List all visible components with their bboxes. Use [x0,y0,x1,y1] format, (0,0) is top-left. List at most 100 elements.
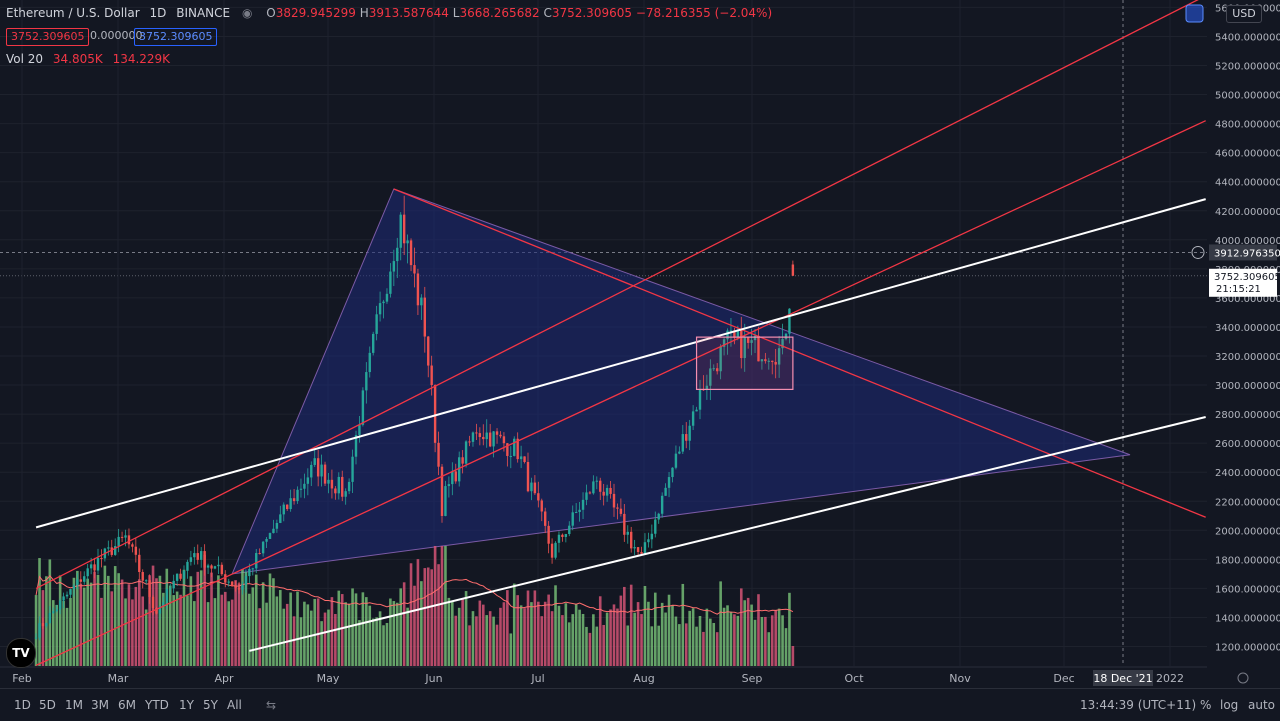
range-3m[interactable]: 3M [91,698,109,712]
auto-toggle[interactable]: auto [1248,698,1276,712]
candle-body [165,588,168,603]
candle-body [217,564,220,567]
volume-bar [743,600,747,666]
volume-bar [303,601,306,666]
volume-bar [392,601,396,666]
volume-bar [58,575,62,666]
volume-legend: Vol 20 34.805K 134.229K [6,52,170,66]
candle-body [729,330,733,332]
volume-bar [695,626,698,666]
low-key: L [452,6,460,20]
candle-body [76,579,79,586]
range-6m[interactable]: 6M [118,698,136,712]
candle-body [255,553,258,569]
log-toggle[interactable]: log [1220,698,1239,712]
candle-body [299,488,303,490]
volume-bar [358,620,361,666]
candle-body [523,456,526,463]
volume-bar [726,605,729,666]
volume-bar [365,597,368,666]
candle-body [781,339,784,349]
candle-body [574,512,578,514]
candle-body [196,553,199,560]
volume-bar [351,588,354,666]
candle-body [647,539,650,543]
candle-body [100,557,103,559]
candle-body [602,491,605,496]
candle-body [509,455,512,457]
currency-selector[interactable]: USD [1226,5,1262,23]
price-tick-label: 5000.000000 [1215,91,1280,102]
volume-bar [65,607,69,666]
volume-bar [495,624,499,666]
candle-body [633,547,636,549]
consolidation-box[interactable] [695,336,794,391]
interval-label[interactable]: 1D [149,6,167,20]
candle-body [736,330,740,338]
range-5d[interactable]: 5D [39,698,56,712]
volume-bar [375,617,378,666]
date-range-icon[interactable]: ⇆ [266,698,277,712]
volume-label[interactable]: Vol 20 [6,52,44,66]
candle-body [114,546,117,555]
price-tick-label: 1800.000000 [1215,555,1280,566]
time-axis[interactable]: Feb Mar Apr May Jun Jul Aug Sep Oct Nov Dec 2022 18 … [0,666,1249,686]
price-chart[interactable]: 5600.0000005400.0000005200.0000005000.00… [0,0,1280,688]
volume-bars [34,546,795,666]
volume-bar [175,591,179,666]
candle-body [162,602,165,606]
candle-body [506,443,509,456]
bid-price-tag[interactable]: 3752.309605 [6,28,90,46]
volume-bar [667,594,671,666]
volume-bar [454,615,458,666]
volume-bar [791,646,795,666]
volume-bar [457,607,461,666]
white-trend-line[interactable] [249,416,1206,652]
range-1m[interactable]: 1M [65,698,83,712]
percent-toggle[interactable]: % [1200,698,1212,712]
candle-body [564,534,568,537]
white-trend-line[interactable] [35,198,1206,529]
settings-gear-icon[interactable] [1237,672,1249,684]
candle-body [760,359,764,362]
ask-price-tag[interactable]: 3752.309605 [134,28,218,46]
add-alert-icon[interactable] [1191,245,1205,259]
candle-body [138,554,141,573]
price-axis[interactable]: 5600.0000005400.0000005200.0000005000.00… [1185,0,1280,688]
red-trend-line[interactable] [393,188,1206,518]
volume-bar [344,602,347,666]
chart-settings-icon[interactable] [1185,4,1204,23]
volume-bar [485,615,489,666]
volume-bar [268,573,272,666]
volume-bar [368,605,372,666]
volume-bar [478,600,482,666]
candle-body [636,547,640,553]
candle-body [45,622,48,627]
volume-bar [722,607,726,666]
volume-bar [162,592,165,666]
candle-body [144,580,148,582]
price-tick-label: 2200.000000 [1215,497,1280,508]
volume-bar [609,609,612,666]
volume-bar [55,604,59,666]
volume-bar [203,554,206,666]
time-tick-label: Feb [12,672,31,685]
volume-bar [557,605,561,666]
clock-label[interactable]: 13:44:39 (UTC+11) [1080,698,1197,712]
candle-body [433,384,437,443]
range-ytd[interactable]: YTD [145,698,169,712]
range-5y[interactable]: 5Y [203,698,218,712]
range-1y[interactable]: 1Y [179,698,194,712]
low-value: 3668.265682 [459,6,540,20]
range-all[interactable]: All [227,698,242,712]
symbol-name[interactable]: Ethereum / U.S. Dollar [6,6,140,20]
range-1d[interactable]: 1D [14,698,31,712]
candle-body [750,340,753,343]
price-tick-label: 5200.000000 [1215,62,1280,73]
red-trend-line[interactable] [35,0,1206,589]
volume-bar [475,616,478,666]
trend-drawings[interactable] [35,0,1206,666]
volume-bar [265,602,268,666]
eye-icon[interactable]: ◉ [241,6,253,20]
red-trend-line[interactable] [35,120,1206,666]
